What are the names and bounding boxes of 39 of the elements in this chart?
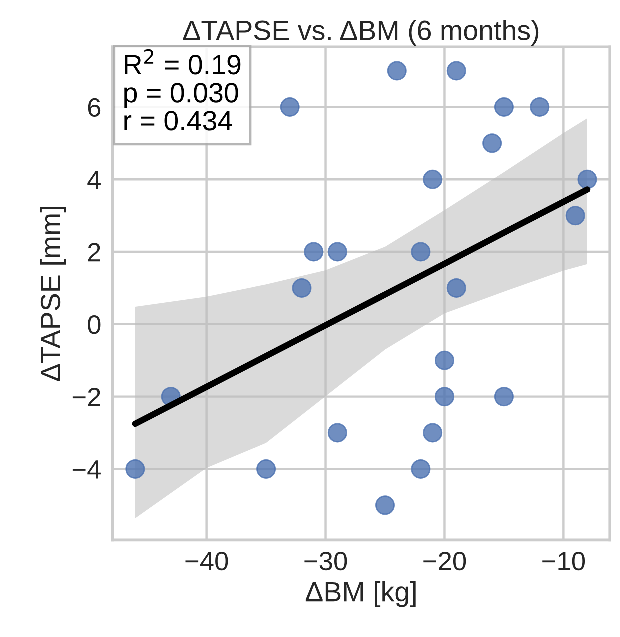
x-axis-title: ΔBM [kg]	[306, 581, 416, 608]
point	[566, 206, 586, 226]
point	[434, 350, 454, 370]
point	[446, 61, 466, 81]
y-tick-label: 0	[88, 316, 101, 334]
point	[292, 278, 312, 298]
y-tick-label: 4	[88, 171, 101, 190]
y-tick-label: −2	[72, 388, 100, 406]
point	[411, 459, 431, 479]
point	[446, 278, 466, 298]
x-tick-label: −20	[424, 552, 466, 571]
annotation: R$^{2}$ = 0.19	[125, 49, 241, 75]
chart-title: ΔTAPSE vs. ΔBM (6 months)	[183, 20, 539, 46]
point	[411, 242, 431, 262]
y-tick-label: −4	[72, 460, 101, 479]
x-tick-label: −40	[186, 552, 228, 571]
point	[578, 170, 598, 190]
y-tick-label: 2	[88, 243, 100, 262]
point	[434, 387, 454, 407]
point	[328, 423, 348, 443]
y-axis-title: ΔTAPSE [mm]	[40, 207, 66, 382]
point	[280, 97, 300, 117]
point	[256, 459, 276, 479]
annotation: p = 0.030	[124, 83, 238, 108]
point	[304, 242, 324, 262]
y-tick-label: 6	[88, 98, 101, 118]
point	[126, 459, 146, 479]
point	[494, 97, 514, 117]
point	[376, 496, 395, 516]
x-tick-label: −30	[304, 552, 348, 571]
point	[387, 61, 407, 81]
point	[482, 134, 502, 154]
x-tick-label: −10	[542, 552, 586, 571]
point	[328, 242, 348, 262]
point	[494, 387, 514, 407]
annotation: r = 0.434	[124, 111, 232, 131]
point	[530, 97, 550, 117]
point	[423, 170, 443, 190]
point	[423, 423, 443, 443]
